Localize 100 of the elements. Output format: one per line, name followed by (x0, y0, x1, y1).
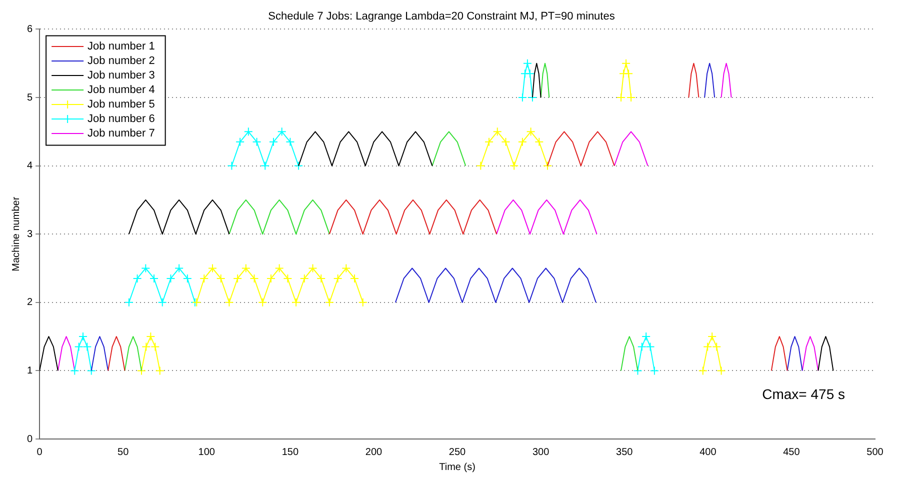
point (260, 161, 270, 170)
point (518, 137, 527, 146)
legend-label: Job number 1 (88, 40, 155, 52)
point (78, 332, 88, 342)
point (224, 298, 234, 307)
point (616, 93, 626, 102)
point (522, 58, 532, 68)
legend-label: Job number 4 (88, 84, 155, 96)
point (158, 298, 167, 307)
point (227, 161, 236, 170)
point (350, 274, 360, 283)
point (233, 274, 242, 283)
legend-label: Job number 6 (88, 112, 155, 125)
x-tick-label: 100 (198, 446, 216, 458)
y-tick-label: 1 (27, 365, 33, 376)
point (476, 161, 486, 170)
point (182, 274, 192, 283)
point (252, 137, 262, 146)
point (86, 366, 96, 376)
y-tick-label: 2 (27, 297, 33, 308)
point (124, 298, 134, 307)
point (236, 137, 245, 146)
point (266, 274, 276, 283)
point (510, 161, 519, 170)
point (543, 161, 552, 170)
point (150, 342, 160, 352)
point (132, 274, 142, 283)
point (316, 274, 326, 283)
point (698, 366, 708, 376)
point (622, 58, 631, 68)
point (292, 298, 301, 307)
point (484, 137, 494, 146)
point (300, 274, 309, 283)
point (155, 366, 164, 376)
point (518, 93, 527, 102)
legend-label: Job number 7 (88, 127, 155, 140)
point (277, 127, 286, 136)
point (716, 366, 726, 376)
point (624, 69, 634, 78)
chart-title: Schedule 7 Jobs: Lagrange Lambda=20 Constraint MJ, PT=90 minutes (268, 10, 616, 23)
point (708, 332, 717, 342)
point (646, 342, 655, 352)
legend-label: Job number 5 (88, 98, 155, 110)
point (250, 274, 259, 283)
point (74, 342, 84, 352)
point (258, 298, 268, 307)
point (200, 274, 209, 283)
point (82, 342, 92, 352)
y-tick-label: 0 (27, 434, 33, 445)
y-axis-title: Machine number (10, 196, 22, 272)
x-tick-label: 300 (532, 446, 550, 458)
point (637, 342, 646, 352)
point (333, 274, 342, 283)
x-tick-label: 50 (118, 446, 130, 458)
point (650, 366, 659, 376)
point (626, 93, 636, 102)
legend-label: Job number 2 (88, 54, 155, 67)
point (283, 274, 292, 283)
annotation: Cmax= 475 s (762, 386, 845, 402)
point (534, 137, 544, 146)
point (324, 298, 334, 307)
point (712, 342, 722, 352)
y-tick-label: 3 (27, 228, 33, 240)
point (241, 264, 250, 273)
x-tick-label: 450 (783, 446, 800, 458)
x-tick-label: 150 (282, 446, 299, 458)
x-tick-label: 400 (700, 446, 717, 458)
y-tick-label: 6 (27, 24, 33, 35)
point (525, 69, 534, 78)
x-tick-label: 0 (36, 446, 43, 458)
point (216, 274, 226, 283)
x-tick-label: 200 (365, 446, 383, 458)
point (146, 332, 156, 342)
x-tick-label: 500 (866, 446, 884, 458)
x-axis-title: Time (s) (439, 462, 476, 473)
point (286, 137, 295, 146)
legend-label: Job number 3 (88, 69, 155, 82)
point (142, 342, 151, 352)
y-tick-label: 5 (27, 92, 33, 104)
point (70, 366, 80, 376)
point (308, 264, 318, 273)
point (642, 332, 651, 342)
point (208, 264, 217, 273)
point (166, 274, 176, 283)
point (703, 342, 712, 352)
point (526, 127, 536, 136)
point (244, 127, 253, 136)
x-tick-label: 350 (616, 446, 634, 458)
point (492, 127, 502, 136)
x-tick-label: 250 (448, 446, 466, 458)
point (294, 161, 304, 170)
point (342, 264, 351, 273)
point (501, 137, 510, 146)
point (136, 366, 146, 376)
point (141, 264, 150, 273)
point (633, 366, 642, 376)
point (268, 137, 278, 146)
point (174, 264, 184, 273)
point (150, 274, 159, 283)
point (274, 264, 284, 273)
